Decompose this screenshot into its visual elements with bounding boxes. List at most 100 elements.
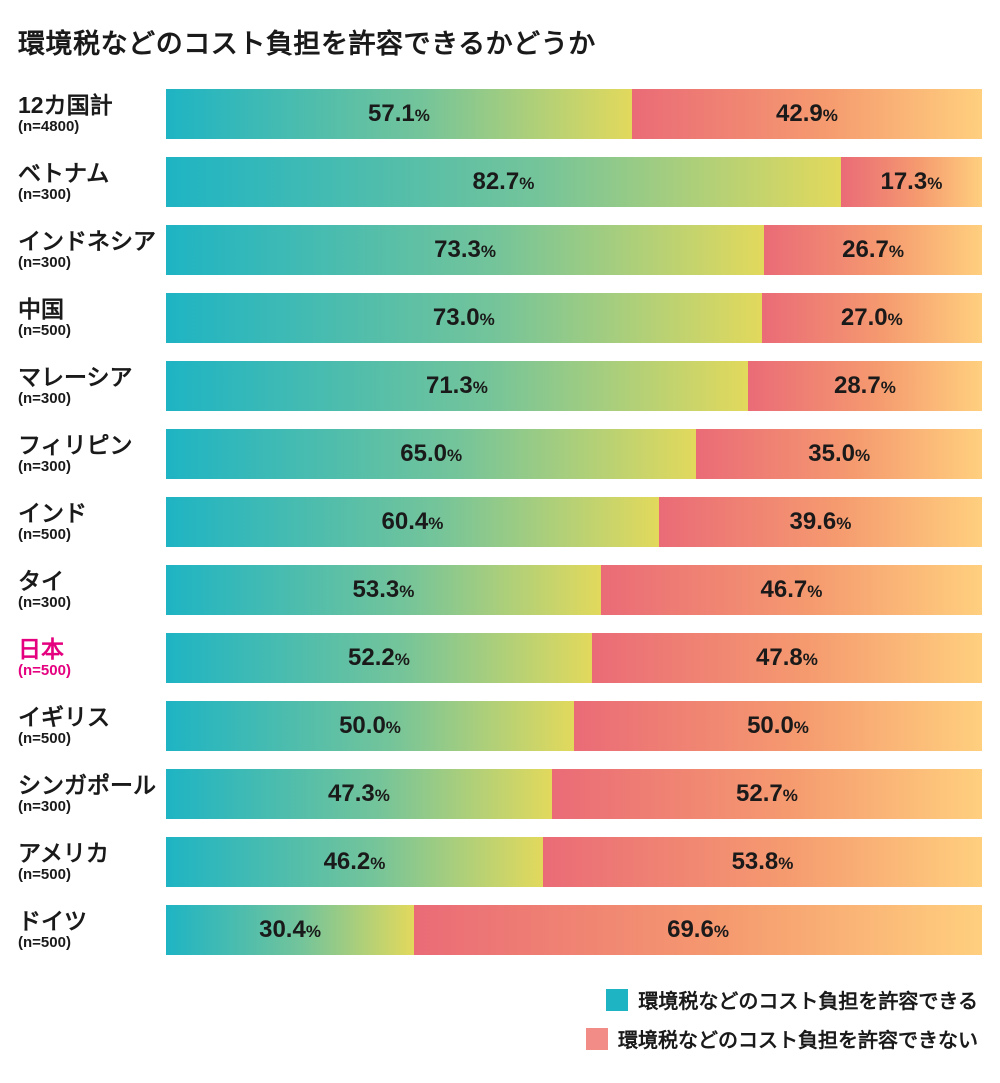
- bar-segment-reject: 69.6%: [414, 905, 982, 955]
- row-label: シンガポール: [18, 773, 166, 798]
- stacked-bar: 47.3% 52.7%: [166, 769, 982, 819]
- bar-value-reject: 39.6%: [790, 508, 852, 536]
- row-label: マレーシア: [18, 365, 166, 390]
- bar-segment-reject: 39.6%: [659, 497, 982, 547]
- bar-rows-container: 12カ国計(n=4800)57.1%42.9%ベトナム(n=300)82.7%1…: [18, 89, 982, 955]
- bar-value-reject: 26.7%: [842, 236, 904, 264]
- bar-row: 12カ国計(n=4800) 57.1% 42.9%: [18, 89, 982, 139]
- row-label: インドネシア: [18, 229, 166, 254]
- bar-value-accept: 47.3%: [328, 780, 390, 808]
- bar-value-accept: 46.2%: [324, 848, 386, 876]
- row-label-col: ベトナム(n=300): [18, 161, 166, 204]
- bar-segment-accept: 73.3%: [166, 225, 764, 275]
- stacked-bar: 82.7%17.3%: [166, 157, 982, 207]
- bar-segment-reject: 50.0%: [574, 701, 982, 751]
- row-label-col: マレーシア(n=300): [18, 365, 166, 408]
- bar-segment-accept: 82.7%: [166, 157, 841, 207]
- bar-value-accept: 30.4%: [259, 916, 321, 944]
- bar-row: インドネシア(n=300)73.3% 26.7%: [18, 225, 982, 275]
- row-sample-size: (n=300): [18, 187, 166, 204]
- bar-row: タイ(n=300)53.3% 46.7%: [18, 565, 982, 615]
- bar-segment-accept: 52.2%: [166, 633, 592, 683]
- stacked-bar: 52.2% 47.8%: [166, 633, 982, 683]
- legend-text: 環境税などのコスト負担を許容できる: [638, 985, 978, 1014]
- row-label-col: タイ(n=300): [18, 569, 166, 612]
- bar-row: マレーシア(n=300)71.3% 28.7%: [18, 361, 982, 411]
- bar-value-reject: 50.0%: [747, 712, 809, 740]
- row-label: 中国: [18, 297, 166, 322]
- stacked-bar: 65.0% 35.0%: [166, 429, 982, 479]
- bar-segment-accept: 53.3%: [166, 565, 601, 615]
- row-sample-size: (n=300): [18, 799, 166, 816]
- bar-row: シンガポール(n=300) 47.3% 52.7%: [18, 769, 982, 819]
- row-sample-size: (n=500): [18, 527, 166, 544]
- stacked-bar: 30.4% 69.6%: [166, 905, 982, 955]
- bar-row: 中国(n=500) 73.0% 27.0%: [18, 293, 982, 343]
- bar-row: アメリカ(n=500) 46.2% 53.8%: [18, 837, 982, 887]
- bar-segment-reject: 27.0%: [762, 293, 982, 343]
- row-sample-size: (n=500): [18, 323, 166, 340]
- bar-segment-reject: 42.9%: [632, 89, 982, 139]
- bar-value-accept: 73.0%: [433, 304, 495, 332]
- row-label: イギリス: [18, 705, 166, 730]
- bar-segment-reject: 46.7%: [601, 565, 982, 615]
- bar-segment-accept: 57.1%: [166, 89, 632, 139]
- row-label-col: シンガポール(n=300): [18, 773, 166, 816]
- legend-item: 環境税などのコスト負担を許容できる: [606, 985, 978, 1014]
- legend-swatch: [586, 1028, 608, 1050]
- row-label-col: インド(n=500): [18, 501, 166, 544]
- legend-swatch: [606, 989, 628, 1011]
- row-label: 12カ国計: [18, 93, 166, 118]
- bar-value-accept: 65.0%: [400, 440, 462, 468]
- row-label: インド: [18, 501, 166, 526]
- bar-segment-accept: 46.2%: [166, 837, 543, 887]
- bar-value-reject: 28.7%: [834, 372, 896, 400]
- row-label-col: インドネシア(n=300): [18, 229, 166, 272]
- legend-item: 環境税などのコスト負担を許容できない: [586, 1024, 978, 1053]
- row-label: ドイツ: [18, 909, 166, 934]
- row-label: ベトナム: [18, 161, 166, 186]
- bar-segment-reject: 52.7%: [552, 769, 982, 819]
- bar-row: イギリス(n=500) 50.0% 50.0%: [18, 701, 982, 751]
- row-label-col: アメリカ(n=500): [18, 841, 166, 884]
- bar-segment-accept: 73.0%: [166, 293, 762, 343]
- bar-row: ベトナム(n=300)82.7%17.3%: [18, 157, 982, 207]
- row-label-col: ドイツ(n=500): [18, 909, 166, 952]
- bar-segment-accept: 65.0%: [166, 429, 696, 479]
- stacked-bar: 53.3% 46.7%: [166, 565, 982, 615]
- row-sample-size: (n=300): [18, 255, 166, 272]
- bar-value-reject: 47.8%: [756, 644, 818, 672]
- chart-title: 環境税などのコスト負担を許容できるかどうか: [18, 22, 982, 61]
- bar-value-accept: 50.0%: [339, 712, 401, 740]
- bar-value-reject: 52.7%: [736, 780, 798, 808]
- bar-segment-accept: 60.4%: [166, 497, 659, 547]
- bar-row: 日本(n=500)52.2%47.8%: [18, 633, 982, 683]
- bar-row: フィリピン(n=300) 65.0% 35.0%: [18, 429, 982, 479]
- row-label-col: 12カ国計(n=4800): [18, 93, 166, 136]
- bar-segment-reject: 35.0%: [696, 429, 982, 479]
- bar-value-reject: 35.0%: [808, 440, 870, 468]
- row-label: フィリピン: [18, 433, 166, 458]
- stacked-bar: 73.0% 27.0%: [166, 293, 982, 343]
- row-sample-size: (n=300): [18, 459, 166, 476]
- bar-value-accept: 60.4%: [382, 508, 444, 536]
- row-sample-size: (n=500): [18, 663, 166, 680]
- bar-value-reject: 53.8%: [732, 848, 794, 876]
- bar-segment-reject: 26.7%: [764, 225, 982, 275]
- bar-value-reject: 46.7%: [761, 576, 823, 604]
- row-sample-size: (n=300): [18, 391, 166, 408]
- bar-value-reject: 69.6%: [667, 916, 729, 944]
- bar-row: インド(n=500) 60.4% 39.6%: [18, 497, 982, 547]
- legend-text: 環境税などのコスト負担を許容できない: [618, 1024, 978, 1053]
- stacked-bar: 60.4% 39.6%: [166, 497, 982, 547]
- bar-segment-accept: 47.3%: [166, 769, 552, 819]
- bar-row: ドイツ(n=500) 30.4% 69.6%: [18, 905, 982, 955]
- bar-segment-accept: 71.3%: [166, 361, 748, 411]
- row-sample-size: (n=500): [18, 867, 166, 884]
- bar-value-accept: 57.1%: [368, 100, 430, 128]
- row-sample-size: (n=4800): [18, 119, 166, 136]
- row-sample-size: (n=300): [18, 595, 166, 612]
- bar-segment-accept: 50.0%: [166, 701, 574, 751]
- legend: 環境税などのコスト負担を許容できる環境税などのコスト負担を許容できない: [18, 985, 982, 1053]
- row-label-col: イギリス(n=500): [18, 705, 166, 748]
